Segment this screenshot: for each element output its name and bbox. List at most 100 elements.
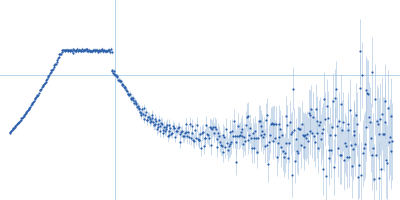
Point <box>176 126 182 129</box>
Point <box>322 117 328 121</box>
Point <box>8 129 14 133</box>
Point <box>203 123 210 127</box>
Point <box>320 167 327 170</box>
Point <box>194 137 201 140</box>
Point <box>256 119 262 123</box>
Point <box>57 53 64 56</box>
Point <box>87 50 94 53</box>
Point <box>70 51 77 54</box>
Point <box>352 142 358 146</box>
Point <box>354 123 360 126</box>
Point <box>168 132 174 135</box>
Point <box>349 165 355 168</box>
Point <box>319 127 326 131</box>
Point <box>38 88 44 91</box>
Point <box>159 122 165 125</box>
Point <box>44 76 51 79</box>
Point <box>229 130 235 133</box>
Point <box>95 49 102 52</box>
Point <box>177 133 184 136</box>
Point <box>176 141 183 144</box>
Point <box>270 123 277 126</box>
Point <box>86 50 93 53</box>
Point <box>312 107 319 110</box>
Point <box>314 131 320 134</box>
Point <box>227 130 234 134</box>
Point <box>198 146 204 149</box>
Point <box>263 143 270 146</box>
Point <box>70 48 76 51</box>
Point <box>130 99 137 102</box>
Point <box>65 49 72 52</box>
Point <box>181 135 187 138</box>
Point <box>80 49 87 52</box>
Point <box>297 128 303 131</box>
Point <box>162 129 168 132</box>
Point <box>40 83 46 86</box>
Point <box>344 122 351 125</box>
Point <box>351 133 358 136</box>
Point <box>28 104 34 107</box>
Point <box>230 134 236 137</box>
Point <box>100 49 106 52</box>
Point <box>100 50 107 53</box>
Point <box>215 131 222 134</box>
Point <box>104 50 110 53</box>
Point <box>84 49 90 52</box>
Point <box>154 126 161 129</box>
Point <box>66 48 72 52</box>
Point <box>124 92 131 95</box>
Point <box>221 135 228 139</box>
Point <box>132 102 139 105</box>
Point <box>205 133 211 136</box>
Point <box>178 131 184 134</box>
Point <box>311 134 317 137</box>
Point <box>388 115 395 118</box>
Point <box>363 88 370 91</box>
Point <box>262 145 268 148</box>
Point <box>206 137 212 140</box>
Point <box>329 126 335 129</box>
Point <box>105 48 111 51</box>
Point <box>36 88 43 92</box>
Point <box>40 85 46 88</box>
Point <box>26 106 33 109</box>
Point <box>318 131 325 134</box>
Point <box>262 119 269 122</box>
Point <box>180 134 186 137</box>
Point <box>300 145 307 148</box>
Point <box>10 127 16 130</box>
Point <box>50 65 57 69</box>
Point <box>274 142 281 145</box>
Point <box>372 98 378 101</box>
Point <box>76 48 82 51</box>
Point <box>20 116 26 119</box>
Point <box>286 141 292 144</box>
Point <box>273 123 279 126</box>
Point <box>146 117 153 120</box>
Point <box>6 131 13 134</box>
Point <box>166 123 172 127</box>
Point <box>224 148 231 151</box>
Point <box>325 148 332 152</box>
Point <box>23 110 30 114</box>
Point <box>29 102 36 105</box>
Point <box>145 115 151 118</box>
Point <box>41 82 47 85</box>
Point <box>288 132 294 136</box>
Point <box>271 122 278 125</box>
Point <box>140 112 146 116</box>
Point <box>109 69 116 72</box>
Point <box>317 121 323 124</box>
Point <box>280 155 287 159</box>
Point <box>111 73 118 76</box>
Point <box>78 49 85 52</box>
Point <box>345 129 352 132</box>
Point <box>255 137 261 140</box>
Point <box>380 132 386 135</box>
Point <box>327 133 334 136</box>
Point <box>235 124 241 127</box>
Point <box>288 130 295 133</box>
Point <box>107 50 113 53</box>
Point <box>336 119 342 122</box>
